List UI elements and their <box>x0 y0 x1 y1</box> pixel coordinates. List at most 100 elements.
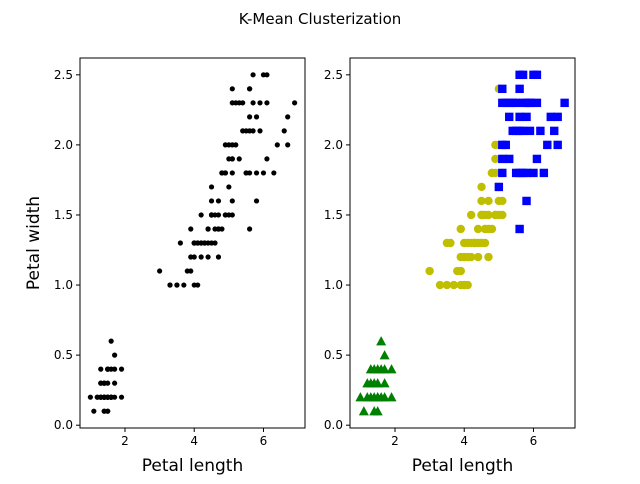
left-x-tick-label: 2 <box>121 434 129 448</box>
data-point <box>229 170 235 176</box>
data-point <box>233 100 239 106</box>
data-point <box>379 378 390 388</box>
data-point <box>376 364 387 374</box>
data-point <box>379 350 390 360</box>
data-point <box>511 168 521 178</box>
data-point <box>463 252 472 262</box>
right-x-tick-label: 2 <box>391 434 399 448</box>
right-y-tick-label: 2.5 <box>324 68 343 82</box>
data-point <box>456 280 465 290</box>
data-point <box>285 142 291 148</box>
data-point <box>525 126 535 136</box>
data-point <box>208 198 215 204</box>
data-point <box>532 154 542 164</box>
data-point <box>511 98 521 108</box>
data-point <box>215 254 222 260</box>
data-point <box>473 252 483 262</box>
data-point <box>181 282 187 288</box>
data-point <box>274 142 280 148</box>
data-point <box>219 170 225 176</box>
data-point <box>271 170 277 176</box>
data-point <box>369 364 380 374</box>
data-point <box>118 394 125 400</box>
data-point <box>532 98 542 108</box>
data-point <box>250 72 256 78</box>
data-point <box>560 98 569 108</box>
data-point <box>247 128 253 134</box>
right-y-tick-label: 2.0 <box>324 138 343 152</box>
right-x-tick-label: 6 <box>530 434 538 448</box>
data-point <box>247 226 253 232</box>
left-x-tick-label: 6 <box>260 434 268 448</box>
data-point <box>550 126 559 136</box>
left-y-tick-label: 0.5 <box>54 348 73 362</box>
data-point <box>491 140 500 150</box>
data-point <box>212 226 218 232</box>
data-point <box>498 168 507 178</box>
right-axis-ticks: 2 4 6 0.0 0.5 1.0 1.5 2.0 2.5 <box>324 68 537 448</box>
data-point <box>473 224 483 234</box>
right-y-tick-label: 1.5 <box>324 208 343 222</box>
data-point <box>208 184 215 190</box>
data-point <box>386 364 397 374</box>
data-point <box>264 72 270 78</box>
data-point <box>553 112 562 122</box>
data-point <box>184 268 190 274</box>
data-point <box>229 86 235 92</box>
data-point <box>477 196 486 206</box>
data-point <box>372 392 383 402</box>
data-point <box>369 406 380 416</box>
data-point <box>498 154 507 164</box>
data-point <box>101 408 107 414</box>
data-point <box>546 112 555 122</box>
data-point <box>188 226 194 232</box>
data-point <box>198 254 204 260</box>
data-point <box>515 126 524 136</box>
data-point <box>205 226 211 232</box>
data-point <box>108 338 114 344</box>
data-point <box>208 212 215 218</box>
data-point <box>529 168 538 178</box>
data-point <box>522 98 531 108</box>
data-point <box>501 98 510 108</box>
data-point <box>112 380 118 386</box>
data-point <box>435 280 445 290</box>
data-point <box>515 84 524 94</box>
data-point <box>470 238 479 248</box>
data-point <box>480 238 490 248</box>
right-x-axis-label: Petal length <box>412 456 514 476</box>
data-point <box>240 128 246 134</box>
data-point <box>494 182 504 192</box>
data-point <box>118 366 125 372</box>
data-point <box>233 142 239 148</box>
data-point <box>112 352 118 358</box>
left-scatter-panel: 2 4 6 0.0 0.5 1.0 1.5 2.0 2.5 Petal length Petal… <box>24 57 306 476</box>
data-point <box>264 100 270 106</box>
right-x-tick-label: 4 <box>460 434 468 448</box>
right-y-tick-label: 0.0 <box>324 418 343 432</box>
data-point <box>87 394 93 400</box>
data-point <box>376 336 387 346</box>
data-point <box>253 170 260 176</box>
data-point <box>292 100 298 106</box>
right-y-tick-label: 0.5 <box>324 348 343 362</box>
data-point <box>260 170 267 176</box>
data-point <box>212 240 218 246</box>
left-y-tick-label: 2.5 <box>54 68 73 82</box>
data-point <box>226 184 232 190</box>
data-point <box>157 268 163 274</box>
right-y-tick-label: 1.0 <box>324 278 343 292</box>
data-point <box>236 156 242 162</box>
data-point <box>480 224 490 234</box>
data-point <box>501 140 510 150</box>
data-point <box>281 128 287 134</box>
data-point <box>487 168 497 178</box>
data-point <box>484 252 493 262</box>
left-y-axis-label: Petal width <box>24 196 44 290</box>
data-point <box>253 114 260 120</box>
data-point <box>247 114 253 120</box>
data-point <box>442 238 452 248</box>
data-point <box>177 240 183 246</box>
